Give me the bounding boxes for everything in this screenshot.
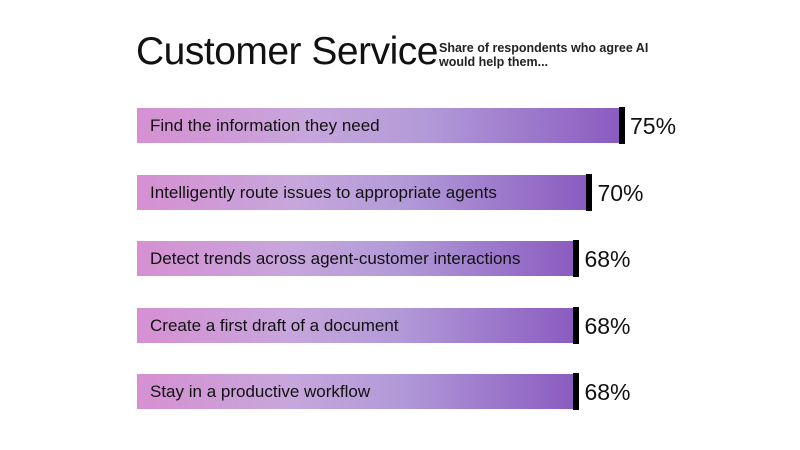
bar-end-cap bbox=[586, 173, 593, 211]
bar: Stay in a productive workflow bbox=[137, 373, 580, 411]
bar-label: Intelligently route issues to appropriat… bbox=[150, 182, 497, 202]
bar: Detect trends across agent-customer inte… bbox=[137, 240, 580, 278]
bar: Find the information they need bbox=[137, 107, 625, 144]
bar-label: Find the information they need bbox=[150, 116, 380, 135]
bar-end-cap bbox=[619, 107, 625, 144]
bar-label: Stay in a productive workflow bbox=[150, 382, 371, 402]
bar-end-cap bbox=[573, 306, 580, 344]
data-label: 70% bbox=[597, 179, 644, 206]
chart-subtitle: Share of respondents who agree AI would … bbox=[439, 41, 649, 69]
chart-title: Customer Service bbox=[136, 30, 438, 73]
bar: Intelligently route issues to appropriat… bbox=[137, 173, 593, 211]
data-label: 75% bbox=[630, 113, 677, 139]
bar-label: Create a first draft of a document bbox=[150, 315, 399, 335]
bar-label: Detect trends across agent-customer inte… bbox=[150, 249, 521, 269]
bar-end-cap bbox=[573, 373, 580, 411]
bar: Create a first draft of a document bbox=[137, 306, 580, 344]
bar-end-cap bbox=[573, 240, 580, 278]
data-label: 68% bbox=[584, 312, 631, 339]
data-label: 68% bbox=[584, 379, 631, 406]
data-label: 68% bbox=[584, 246, 631, 273]
